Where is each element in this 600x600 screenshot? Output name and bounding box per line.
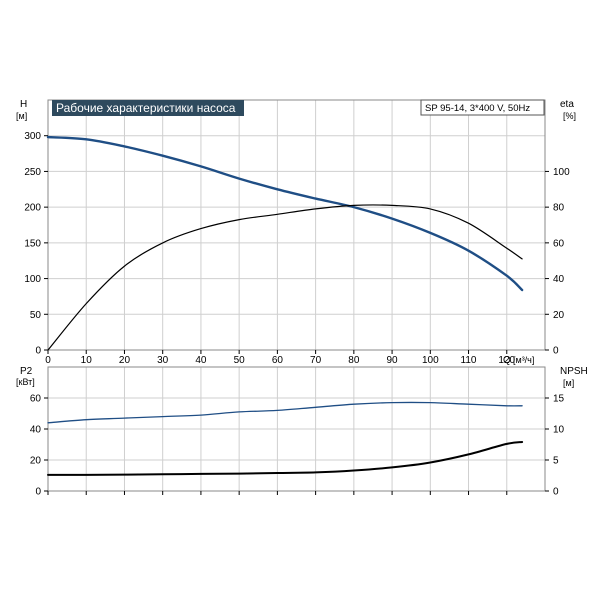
head-curve <box>46 135 524 292</box>
x-tick-label: 70 <box>310 355 322 366</box>
efficiency-curve <box>47 204 523 351</box>
bottom-left-tick-label: 0 <box>35 487 41 498</box>
bottom-right-tick-label: 15 <box>553 394 565 405</box>
bottom-left-tick-label: 20 <box>30 456 42 467</box>
top-plot-frame <box>47 99 546 351</box>
bottom-left-tick-label: 40 <box>30 425 42 436</box>
top-left-tick-label: 100 <box>24 274 41 285</box>
bottom-left-axis-name: P2 <box>20 366 33 377</box>
bottom-right-tick-label: 5 <box>553 456 559 467</box>
top-left-tick-label: 0 <box>35 346 41 357</box>
x-tick-label: 110 <box>461 355 477 366</box>
x-tick-label: 80 <box>348 355 360 366</box>
x-tick-label: 50 <box>234 355 246 366</box>
model-label-box <box>420 99 545 116</box>
top-right-axis-unit: [%] <box>563 111 576 121</box>
top-left-axis-unit: [м] <box>16 111 27 121</box>
top-left-tick-label: 150 <box>24 238 41 249</box>
x-tick-label: 0 <box>45 355 51 366</box>
x-tick-label: 90 <box>387 355 399 366</box>
top-right-tick-label: 60 <box>553 238 565 249</box>
title-background <box>52 100 244 116</box>
top-left-tick-label: 50 <box>30 310 42 321</box>
bottom-right-tick-label: 10 <box>553 425 565 436</box>
top-right-tick-label: 40 <box>553 274 565 285</box>
top-right-tick-label: 80 <box>553 203 565 214</box>
power-p2-curve <box>47 401 523 424</box>
top-right-axis-name: eta <box>560 99 574 110</box>
model-label: SP 95-14, 3*400 V, 50Hz <box>425 103 530 114</box>
top-left-tick-label: 300 <box>24 131 41 142</box>
top-right-tick-label: 0 <box>553 346 559 357</box>
top-right-tick-label: 20 <box>553 310 565 321</box>
bottom-right-axis-name: NPSH <box>560 366 588 377</box>
chart-title: Рабочие характеристики насоса <box>56 101 236 115</box>
top-right-tick-label: 100 <box>553 167 570 178</box>
x-axis-unit: [м³/ч] <box>513 355 534 365</box>
x-tick-label: 40 <box>195 355 207 366</box>
x-tick-label: 120 <box>498 355 515 366</box>
x-tick-label: 20 <box>119 355 131 366</box>
top-left-axis-name: H <box>20 99 27 110</box>
top-left-tick-label: 200 <box>24 203 41 214</box>
top-left-tick-label: 250 <box>24 167 41 178</box>
x-tick-label: 100 <box>422 355 439 366</box>
x-tick-label: 30 <box>157 355 169 366</box>
bottom-left-axis-unit: [кВт] <box>16 377 35 387</box>
bottom-left-tick-label: 60 <box>30 394 42 405</box>
npsh-curve <box>47 441 524 476</box>
bottom-right-axis-unit: [м] <box>563 378 574 388</box>
x-axis-name: Q <box>503 355 511 366</box>
x-tick-label: 60 <box>272 355 284 366</box>
x-tick-label: 10 <box>81 355 93 366</box>
bottom-right-tick-label: 0 <box>553 487 559 498</box>
